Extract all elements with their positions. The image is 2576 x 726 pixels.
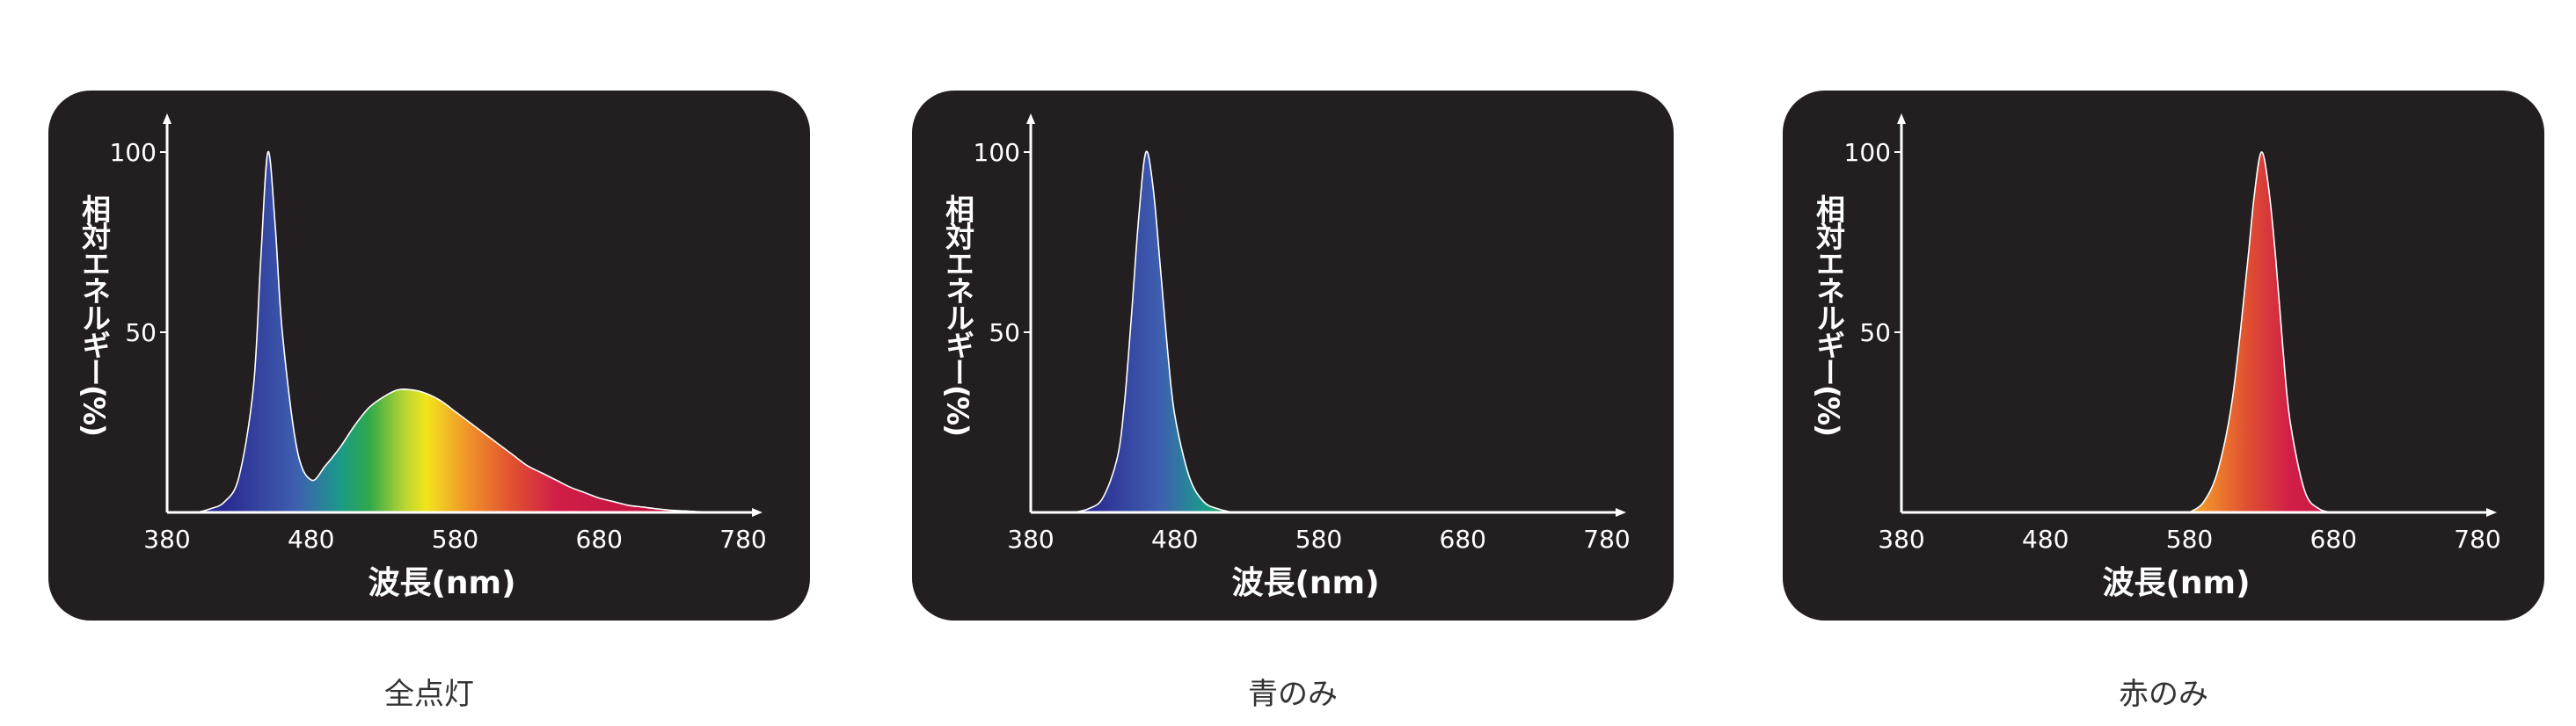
x-tick-label: 580 xyxy=(1295,525,1342,554)
y-tick-label: 100 xyxy=(974,138,1020,167)
chart-caption-red-only: 赤のみ xyxy=(2119,677,2208,712)
y-axis-arrow xyxy=(163,113,171,124)
y-tick-label: 50 xyxy=(989,318,1020,347)
spectrum-area xyxy=(1074,151,1233,513)
x-tick-label: 780 xyxy=(719,525,766,554)
y-axis-title: 相対エネルギー(%) xyxy=(77,194,112,435)
y-axis-title: 相対エネルギー(%) xyxy=(1812,194,1846,435)
x-tick-label: 780 xyxy=(2454,525,2500,554)
chart-background xyxy=(1783,91,2544,621)
x-tick-label: 380 xyxy=(143,525,190,554)
spectrum-line xyxy=(1073,150,1233,513)
spectrum-chart: 380 480 580 680 780 100 50 波長(nm) 相対エネルギー(%) xyxy=(48,91,810,621)
x-tick-label: 680 xyxy=(1440,525,1486,554)
x-axis-arrow xyxy=(1616,508,1626,517)
x-tick-label: 480 xyxy=(1151,525,1198,554)
x-tick-label: 480 xyxy=(2022,525,2069,554)
y-axis-arrow xyxy=(1897,113,1906,124)
x-axis-arrow xyxy=(2486,508,2497,517)
chart-background xyxy=(912,91,1674,621)
x-tick-label: 380 xyxy=(1007,525,1054,554)
x-tick-label: 680 xyxy=(2310,525,2357,554)
chart-caption-all-on: 全点灯 xyxy=(384,677,474,712)
spectrum-area xyxy=(2189,151,2334,512)
y-tick-label: 50 xyxy=(125,318,157,347)
spectrum-line xyxy=(2189,151,2334,513)
x-tick-label: 680 xyxy=(576,525,623,554)
spectrum-chart: 380 480 580 680 780 100 50 波長(nm) 相対エネルギー(%) xyxy=(912,91,1674,621)
x-tick-label: 580 xyxy=(432,525,478,554)
x-axis-title: 波長(nm) xyxy=(2102,565,2250,601)
spectrum-chart: 380 480 580 680 780 100 50 波長(nm) 相対エネルギー(%) xyxy=(1783,91,2544,621)
y-tick-label: 100 xyxy=(1844,138,1891,167)
x-axis-title: 波長(nm) xyxy=(1231,565,1379,601)
x-tick-label: 780 xyxy=(1583,525,1630,554)
chart-panel-blue-only: 380 480 580 680 780 100 50 波長(nm) 相対エネルギー(%) xyxy=(912,91,1674,621)
x-axis-arrow xyxy=(752,508,763,517)
x-axis-title: 波長(nm) xyxy=(368,565,515,601)
chart-panel-red-only: 380 480 580 680 780 100 50 波長(nm) 相対エネルギー(%) xyxy=(1783,91,2544,621)
y-axis-arrow xyxy=(1026,113,1035,124)
spectrum-area xyxy=(181,151,743,512)
y-axis-title: 相対エネルギー(%) xyxy=(941,194,975,435)
chart-caption-blue-only: 青のみ xyxy=(1248,677,1338,712)
x-tick-label: 580 xyxy=(2166,525,2213,554)
chart-panel-all-on: 380 480 580 680 780 100 50 波長(nm) 相対エネルギー(%) xyxy=(48,91,810,621)
x-tick-label: 480 xyxy=(288,525,334,554)
y-tick-label: 100 xyxy=(110,138,157,167)
x-tick-label: 380 xyxy=(1878,525,1924,554)
y-tick-label: 50 xyxy=(1859,318,1891,347)
spectrum-line xyxy=(181,150,743,513)
